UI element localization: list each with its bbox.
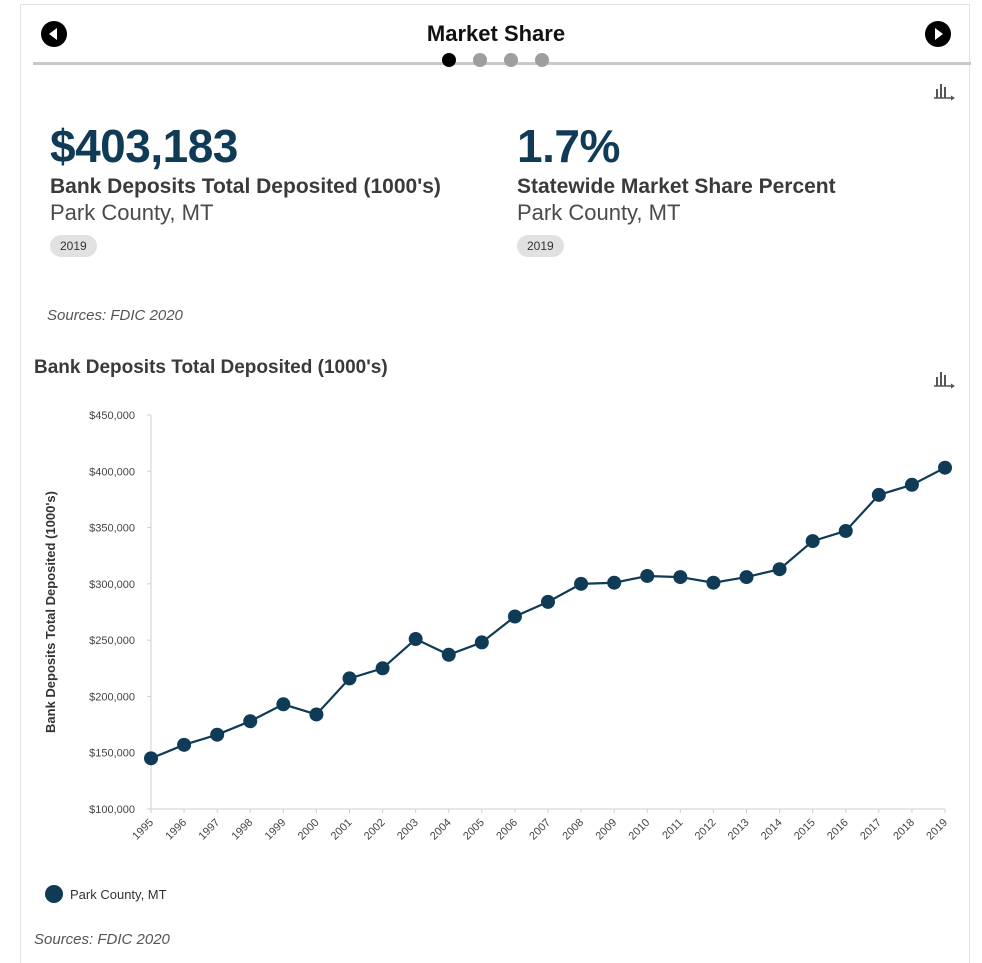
x-tick-label: 2003: [395, 817, 421, 843]
y-tick-label: $250,000: [89, 635, 135, 647]
data-point: [507, 609, 522, 624]
data-point: [938, 460, 952, 475]
data-point: [904, 477, 919, 492]
data-point: [739, 570, 754, 585]
data-point: [772, 562, 787, 577]
sources-note: Sources: FDIC 2020: [34, 931, 170, 948]
pager-dot-3[interactable]: [504, 53, 518, 67]
x-tick-label: 2014: [759, 817, 785, 843]
y-tick-label: $300,000: [89, 579, 135, 591]
arrow-left-circle-icon: [49, 28, 57, 40]
x-tick-label: 1995: [130, 817, 156, 843]
series-line: [150, 466, 946, 760]
legend-label: Park County, MT: [70, 887, 167, 902]
pager-dot-4[interactable]: [535, 53, 549, 67]
stat-label: Bank Deposits Total Deposited (1000's): [50, 175, 441, 198]
x-tick-label: 2004: [428, 817, 454, 843]
pager-dots: [441, 52, 561, 72]
stat-label: Statewide Market Share Percent: [517, 175, 836, 198]
data-point: [210, 727, 225, 742]
data-point: [541, 594, 555, 609]
x-tick-label: 2009: [593, 817, 619, 843]
x-tick-label: 2012: [693, 817, 719, 843]
x-tick-label: 1997: [196, 817, 222, 843]
x-tick-label: 2015: [792, 817, 818, 843]
x-tick-label: 2013: [726, 817, 752, 843]
stat-bank-deposits: $403,183 Bank Deposits Total Deposited (…: [50, 120, 470, 258]
chart-icon[interactable]: [933, 369, 957, 389]
x-tick-label: 2011: [660, 817, 685, 842]
stat-value: $403,183: [50, 120, 238, 172]
x-tick-label: 2000: [296, 817, 322, 843]
year-badge: 2019: [517, 235, 564, 258]
x-tick-label: 2016: [825, 817, 851, 843]
x-tick-label: 2017: [858, 817, 884, 843]
x-tick-label: 1999: [263, 817, 289, 843]
stat-market-share: 1.7% Statewide Market Share Percent Park…: [517, 120, 957, 258]
data-point: [805, 534, 820, 549]
chart-icon[interactable]: [933, 81, 957, 101]
card-header: Market Share: [21, 5, 971, 67]
y-tick-label: $200,000: [89, 691, 135, 703]
y-tick-label: $150,000: [89, 748, 135, 760]
bar-chart-icon: [934, 84, 955, 101]
data-point: [177, 737, 192, 752]
y-tick-label: $100,000: [89, 804, 135, 816]
x-tick-label: 2001: [329, 817, 355, 843]
previous-button[interactable]: [41, 21, 67, 47]
data-point: [607, 575, 622, 590]
next-button[interactable]: [925, 21, 951, 47]
chart-title: Bank Deposits Total Deposited (1000's): [34, 357, 388, 378]
x-tick-label: 2005: [461, 817, 487, 843]
x-tick-label: 2006: [494, 817, 520, 843]
sources-note: Sources: FDIC 2020: [47, 307, 183, 324]
market-share-card: Market Share $403,183 Bank Deposits Tota…: [20, 4, 971, 963]
x-tick-label: 1996: [163, 817, 189, 843]
y-tick-label: $450,000: [89, 410, 135, 422]
year-badge: 2019: [50, 235, 97, 258]
header-divider: [33, 62, 971, 65]
bar-chart-icon: [934, 372, 955, 389]
stat-geography: Park County, MT: [50, 200, 214, 226]
data-point: [144, 751, 158, 766]
legend-marker: [45, 885, 63, 903]
data-point: [838, 523, 853, 538]
y-tick-label: $400,000: [89, 466, 135, 478]
stat-value: 1.7%: [517, 120, 620, 172]
x-tick-label: 1998: [230, 817, 256, 843]
data-point: [706, 575, 721, 590]
page-title: Market Share: [426, 21, 566, 46]
x-tick-label: 2002: [362, 817, 388, 843]
x-tick-label: 2018: [891, 817, 917, 843]
data-point: [375, 661, 390, 676]
pager-dot-1[interactable]: [442, 53, 456, 67]
data-point: [871, 487, 886, 502]
data-point: [574, 576, 589, 591]
data-point: [474, 635, 489, 650]
line-chart: $100,000 $150,000 $200,000 $250,000 $300,000…: [43, 410, 952, 843]
arrow-right-circle-icon: [935, 28, 943, 40]
x-tick-label: 2007: [527, 817, 553, 843]
data-point: [243, 714, 258, 729]
data-point: [309, 707, 324, 722]
data-point: [640, 568, 655, 583]
data-point: [342, 671, 357, 686]
y-tick-label: $350,000: [89, 523, 135, 535]
x-tick-label: 2008: [560, 817, 586, 843]
x-tick-label: 2019: [924, 817, 950, 843]
data-point: [408, 632, 423, 647]
data-point: [441, 647, 456, 662]
stat-geography: Park County, MT: [517, 200, 681, 226]
pager-dot-2[interactable]: [473, 53, 487, 67]
data-point: [276, 697, 291, 712]
data-point: [673, 570, 688, 585]
x-tick-label: 2010: [627, 817, 653, 843]
y-axis-title: Bank Deposits Total Deposited (1000's): [43, 491, 58, 733]
